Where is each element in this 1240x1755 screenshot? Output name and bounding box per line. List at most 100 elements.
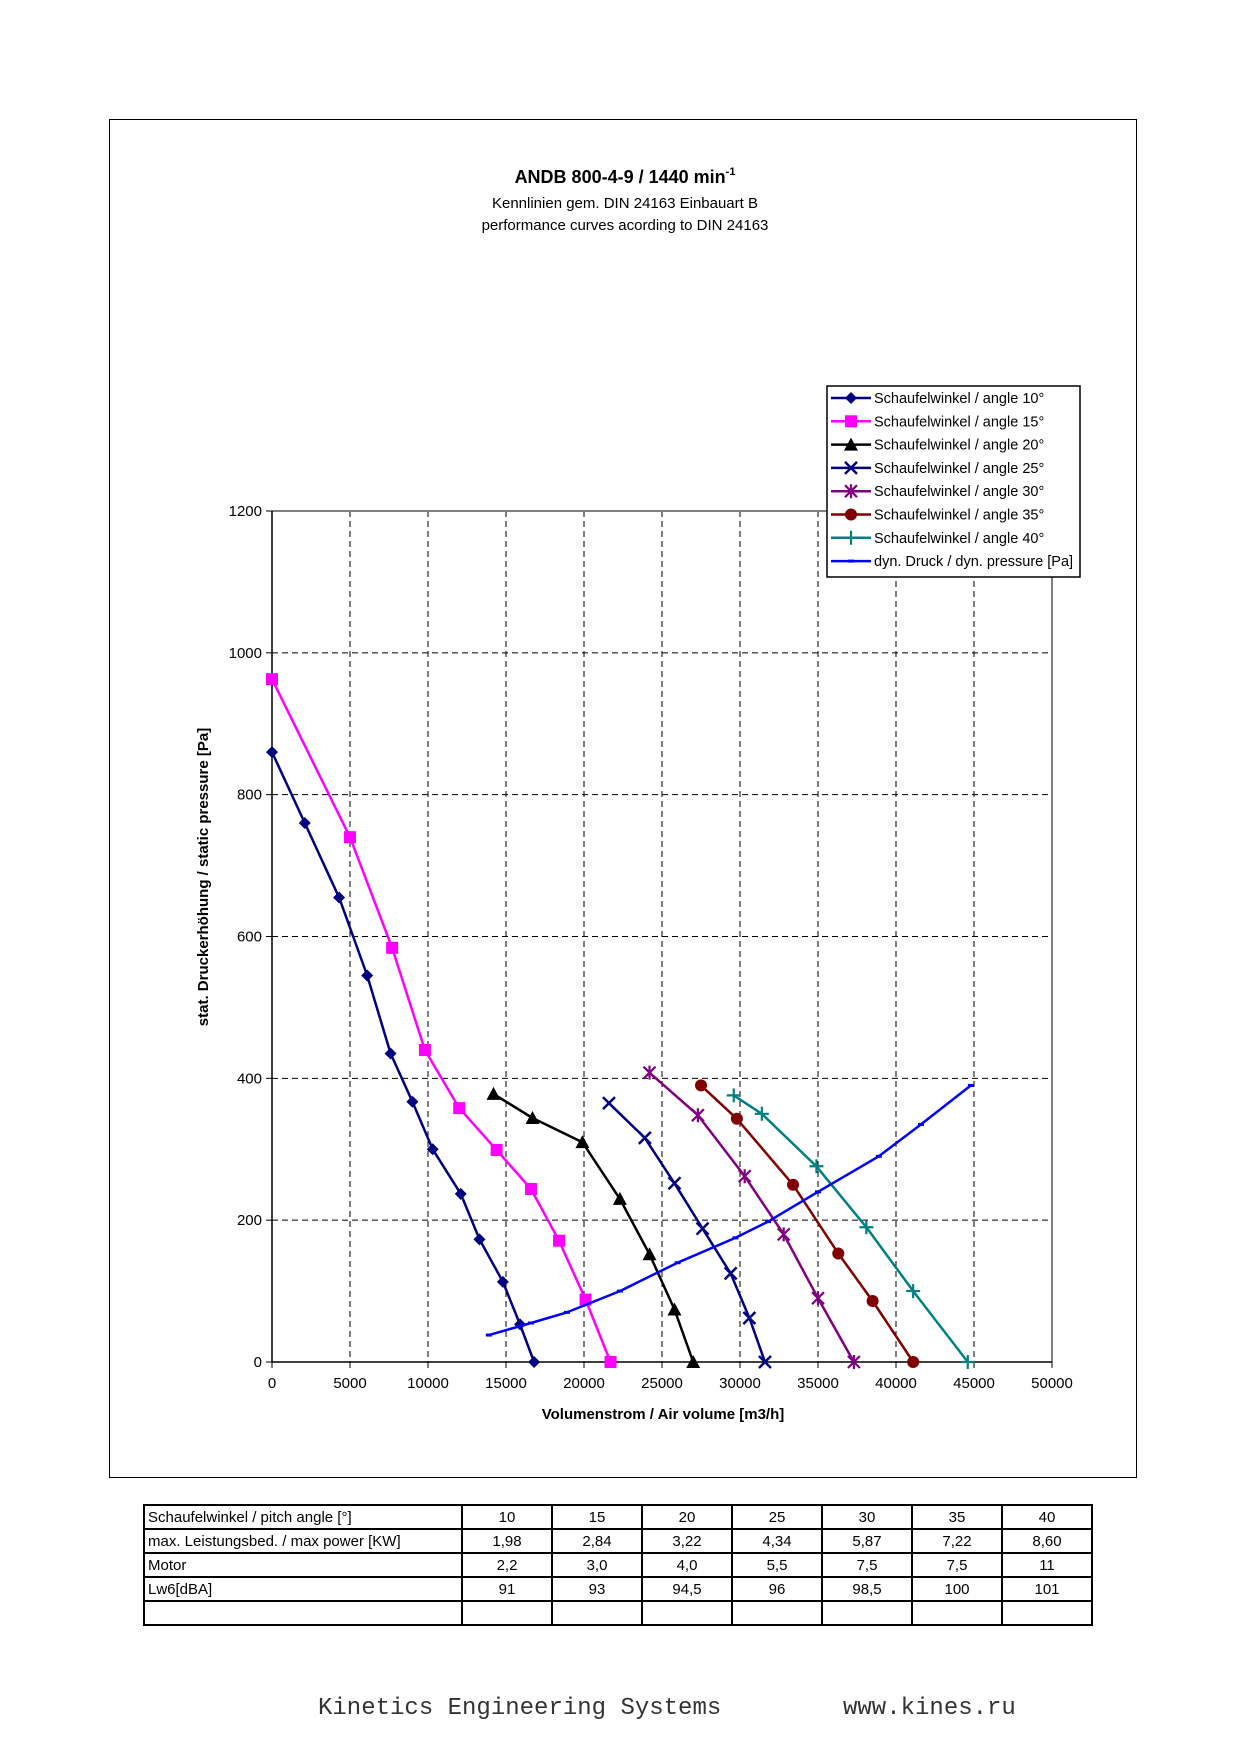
table-cell: 8,60	[1001, 1528, 1093, 1554]
data-point	[691, 1108, 705, 1123]
table-cell	[461, 1600, 553, 1626]
legend-swatch-marker	[845, 508, 857, 521]
chart-subtitle-en: performance curves acording to DIN 24163	[482, 217, 769, 234]
y-axis-label: stat. Druckerhöhung / static pressure [P…	[195, 728, 212, 1026]
data-point	[386, 941, 399, 954]
data-point	[726, 1088, 741, 1103]
table-cell: 93	[551, 1576, 643, 1602]
table-cell	[911, 1600, 1003, 1626]
data-point	[811, 1291, 825, 1306]
data-point	[453, 1102, 466, 1115]
table-cell: 2,84	[551, 1528, 643, 1554]
plot-area: 0 5000 10000 15000 20000 25000 30000 35000 40000…	[229, 503, 1073, 1392]
legend-label: Schaufelwinkel / angle 40°	[874, 531, 1044, 547]
data-point	[553, 1234, 566, 1247]
data-point	[832, 1247, 845, 1260]
y-tick-label: 200	[237, 1212, 262, 1229]
table-row: Motor 2,2 3,0 4,0 5,5 7,5 7,5 11	[143, 1552, 1093, 1578]
data-point	[737, 1169, 752, 1184]
data-point	[496, 1275, 509, 1288]
legend-box	[826, 385, 1081, 578]
chart-frame: ANDB 800-4-9 / 1440 min-1 Kennlinien gem…	[109, 119, 1137, 1478]
data-point	[686, 1355, 701, 1368]
data-point	[384, 1047, 397, 1060]
chart-title-superscript: -1	[726, 166, 736, 178]
chart: ANDB 800-4-9 / 1440 min-1 Kennlinien gem…	[195, 166, 1081, 1423]
data-point	[642, 1247, 657, 1261]
x-tick-label: 25000	[641, 1375, 683, 1392]
data-point	[612, 1191, 627, 1205]
legend-swatch-marker	[844, 437, 858, 451]
data-point	[866, 1295, 879, 1308]
data-point	[859, 1220, 874, 1235]
data-point	[742, 1311, 757, 1325]
data-point	[528, 1356, 541, 1368]
data-point	[524, 1182, 537, 1195]
data-point	[809, 1159, 824, 1174]
data-point	[361, 969, 374, 982]
table-row-label: max. Leistungsbed. / max power [KW]	[143, 1528, 463, 1554]
x-axis-label: Volumenstrom / Air volume [m3/h]	[542, 1406, 785, 1423]
x-tick-label: 35000	[797, 1375, 839, 1392]
legend-swatch-marker	[844, 530, 858, 545]
x-tick-label: 15000	[485, 1375, 527, 1392]
footer-company: Kinetics Engineering Systems	[318, 1695, 722, 1722]
table-cell	[731, 1600, 823, 1626]
legend-swatch-marker	[845, 415, 857, 428]
data-point	[418, 1043, 431, 1056]
legend-label: dyn. Druck / dyn. pressure [Pa]	[874, 554, 1073, 570]
table-cell: 101	[1001, 1576, 1093, 1602]
table-row-label: Lw6[dBA]	[143, 1576, 463, 1602]
data-point	[695, 1079, 707, 1092]
data-point	[298, 817, 311, 830]
x-tick-label: 0	[268, 1375, 276, 1392]
table-row: Schaufelwinkel / pitch angle [°] 10 15 20 25…	[143, 1504, 1093, 1530]
table-cell: 96	[731, 1576, 823, 1602]
legend-label: Schaufelwinkel / angle 15°	[874, 414, 1044, 430]
table-cell: 2,2	[461, 1552, 553, 1578]
data-point	[486, 1086, 501, 1100]
y-tick-label: 400	[237, 1070, 262, 1087]
x-tick-label: 40000	[875, 1375, 917, 1392]
spec-table: Schaufelwinkel / pitch angle [°] 10 15 20 25…	[143, 1504, 1093, 1626]
y-tick-label: 1000	[229, 645, 262, 662]
table-cell: 100	[911, 1576, 1003, 1602]
legend-label: Schaufelwinkel / angle 25°	[874, 461, 1044, 477]
data-point	[266, 673, 278, 686]
table-cell: 7,22	[911, 1528, 1003, 1554]
footer-website: www.kines.ru	[843, 1695, 1016, 1722]
table-cell: 91	[461, 1576, 553, 1602]
table-cell: 7,5	[821, 1552, 913, 1578]
x-tick-label: 50000	[1031, 1375, 1073, 1392]
data-point	[723, 1266, 738, 1281]
data-point	[490, 1143, 503, 1156]
chart-subtitle-de: Kennlinien gem. DIN 24163 Einbauart B	[492, 195, 758, 212]
table-cell: 10	[461, 1504, 553, 1530]
y-tick-label: 600	[237, 929, 262, 946]
table-cell: 94,5	[641, 1576, 733, 1602]
data-point	[454, 1187, 467, 1200]
table-row-label	[143, 1600, 463, 1626]
data-point	[787, 1178, 800, 1191]
data-point	[602, 1096, 616, 1111]
table-cell: 15	[551, 1504, 643, 1530]
data-point	[667, 1302, 682, 1316]
series-line-5	[648, 1071, 855, 1363]
table-cell: 1,98	[461, 1528, 553, 1554]
table-row-label: Schaufelwinkel / pitch angle [°]	[143, 1504, 463, 1530]
y-tick-label: 0	[254, 1354, 262, 1371]
data-point	[575, 1135, 590, 1149]
table-cell	[1001, 1600, 1093, 1626]
data-point	[906, 1284, 921, 1299]
data-point	[604, 1356, 617, 1368]
legend-swatch-marker	[844, 461, 858, 475]
table-row	[143, 1600, 1093, 1626]
x-tick-label: 5000	[333, 1375, 366, 1392]
table-row: Lw6[dBA] 91 93 94,5 96 98,5 100 101	[143, 1576, 1093, 1602]
data-point	[847, 1355, 861, 1369]
legend-label: Schaufelwinkel / angle 10°	[874, 391, 1044, 407]
data-point	[344, 831, 356, 844]
series-line-8	[488, 1084, 972, 1337]
table-cell: 30	[821, 1504, 913, 1530]
table-cell: 35	[911, 1504, 1003, 1530]
